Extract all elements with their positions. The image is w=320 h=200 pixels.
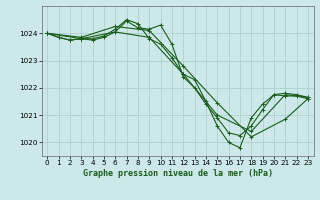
X-axis label: Graphe pression niveau de la mer (hPa): Graphe pression niveau de la mer (hPa) [83, 169, 273, 178]
